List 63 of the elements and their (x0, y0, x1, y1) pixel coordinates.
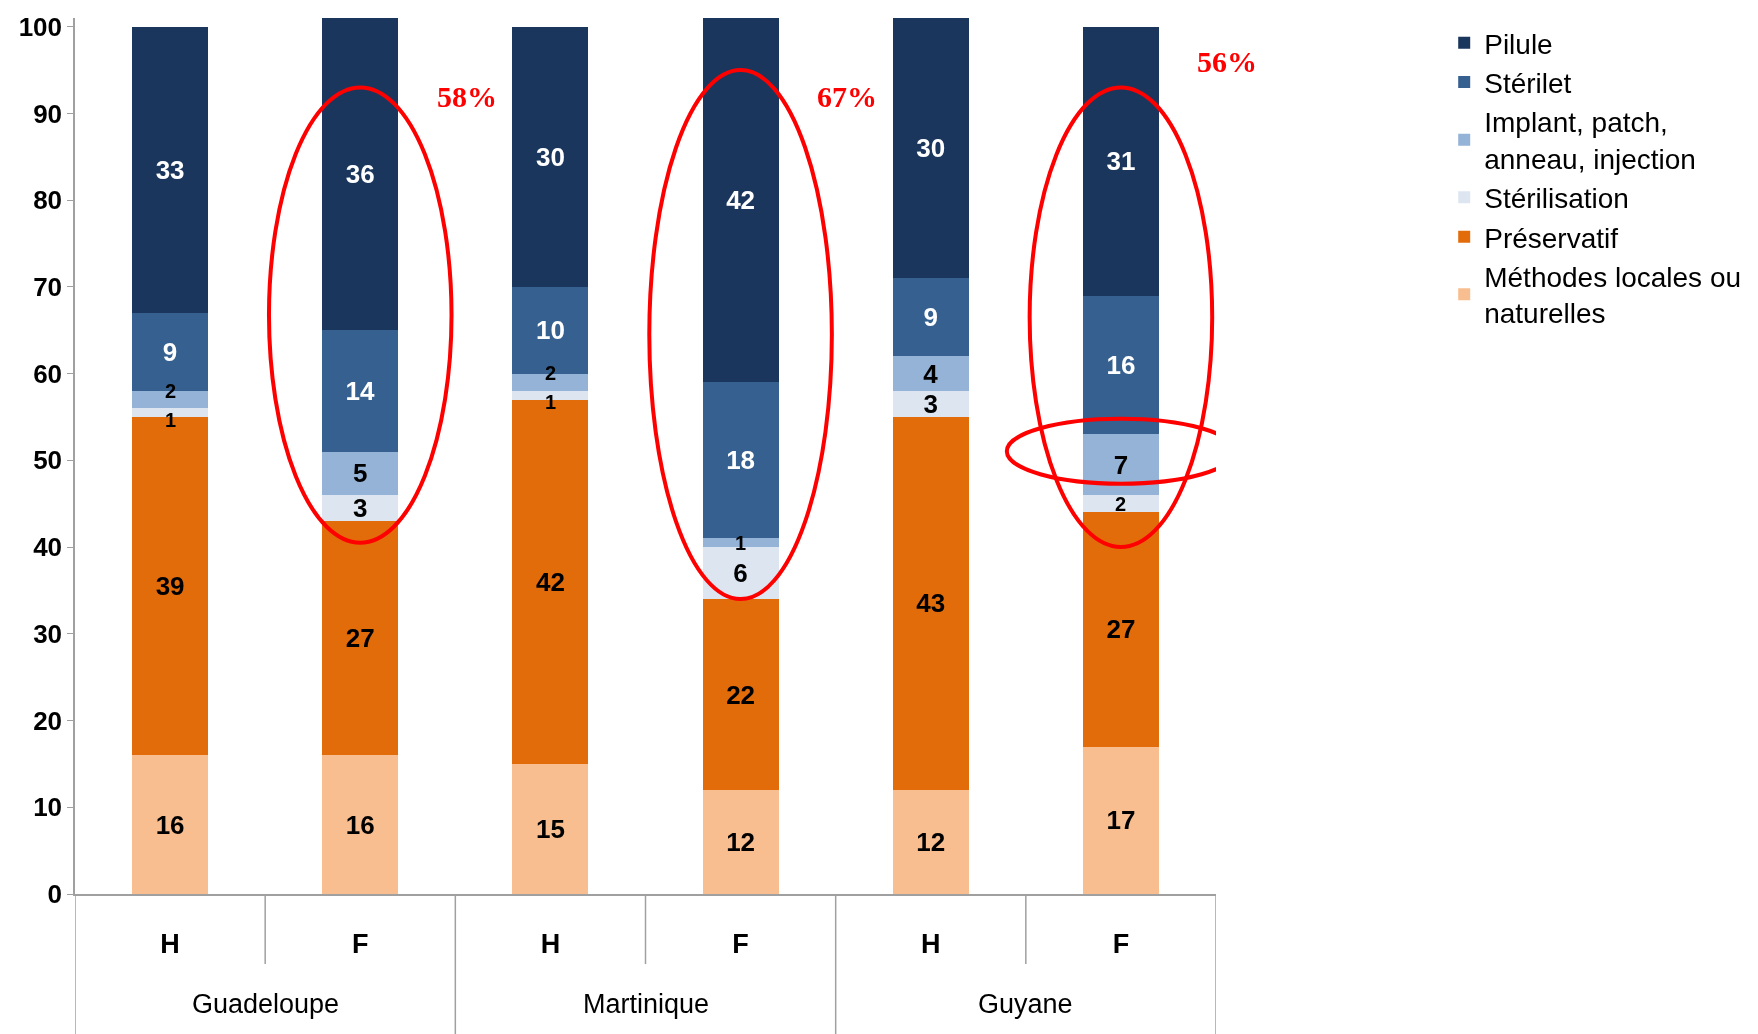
y-tick-label: 100 (18, 11, 63, 42)
y-tick-label: 20 (33, 705, 63, 736)
data-label: 3 (353, 493, 368, 524)
data-label: 42 (535, 566, 565, 597)
data-label: 22 (726, 679, 756, 710)
data-label: 2 (545, 362, 557, 384)
legend-label: Implant, patch, anneau, injection (1484, 107, 1696, 175)
data-label: 36 (345, 159, 375, 190)
legend-label: Stérilet (1484, 68, 1572, 100)
data-label: 4 (923, 358, 939, 389)
data-label: 12 (916, 826, 946, 857)
text: Guyane (978, 989, 1073, 1019)
y-tick-label: 70 (33, 271, 63, 302)
data-label: 30 (535, 141, 565, 172)
data-label: 9 (923, 302, 938, 333)
y-tick-label: 40 (33, 532, 63, 563)
x-tick-label: H (540, 929, 561, 960)
y-tick-label: 90 (33, 98, 63, 129)
x-tick-label: F (732, 929, 749, 960)
data-label: 10 (535, 315, 565, 346)
data-label: 15 (535, 813, 565, 844)
data-label: 30 (916, 133, 946, 164)
data-label: 2 (1115, 493, 1127, 515)
y-tick-label: 30 (33, 618, 63, 649)
legend-label: Préservatif (1484, 222, 1619, 254)
data-label: 1 (735, 532, 747, 554)
data-label: 31 (1106, 146, 1136, 177)
x-tick-label: H (160, 929, 180, 960)
annotation: 58% (437, 80, 497, 113)
data-label: 12 (726, 826, 756, 857)
y-tick-label: 50 (33, 445, 63, 476)
text: Martinique (583, 989, 710, 1019)
annotation: 56% (1197, 45, 1257, 78)
data-label: 6 (733, 558, 748, 589)
data-label: 3 (923, 388, 938, 419)
y-tick-label: 80 (33, 185, 63, 216)
y-tick-label: 0 (47, 879, 63, 910)
data-label: 39 (155, 571, 185, 602)
data-label: 16 (155, 809, 185, 840)
data-label: 18 (726, 445, 756, 476)
x-tick-label: H (921, 929, 941, 960)
x-tick-label: F (1112, 929, 1130, 960)
data-label: 7 (1113, 449, 1129, 480)
legend-label: Méthodes locales ou naturelles (1484, 262, 1742, 330)
data-label: 27 (1106, 614, 1136, 645)
data-label: 33 (155, 154, 185, 185)
data-label: 14 (345, 375, 375, 406)
data-label: 27 (345, 623, 375, 654)
data-label: 2 (165, 380, 177, 402)
text: Guadeloupe (192, 989, 340, 1019)
data-label: 16 (345, 809, 375, 840)
x-tick-label: F (352, 929, 369, 960)
data-label: 43 (916, 588, 946, 619)
data-label: 9 (162, 336, 178, 367)
data-label: 5 (353, 458, 368, 489)
y-tick-label: 60 (33, 358, 63, 389)
legend-label: Pilule (1484, 28, 1553, 60)
data-label: 17 (1106, 805, 1136, 836)
legend-label: Stérilisation (1484, 183, 1629, 215)
y-tick-label: 10 (33, 792, 63, 823)
data-label: 16 (1106, 349, 1136, 380)
annotation: 67% (817, 80, 877, 113)
data-label: 42 (726, 185, 756, 216)
